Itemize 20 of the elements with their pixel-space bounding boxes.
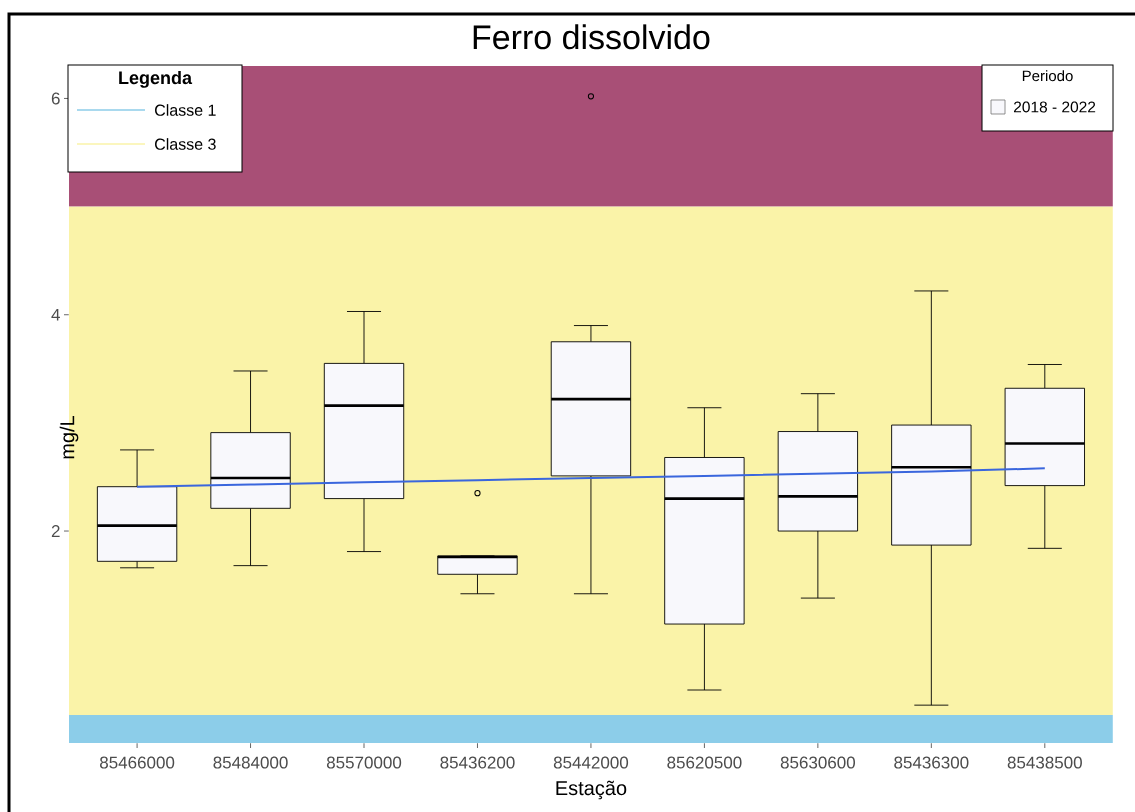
- x-tick-label: 85436300: [894, 756, 969, 769]
- chart-title: Ferro dissolvido: [473, 24, 710, 50]
- legend-label: 2018 - 2022: [1014, 101, 1096, 113]
- y-tick-label: 2: [51, 525, 60, 537]
- x-tick-label: 85570000: [326, 756, 402, 769]
- legend-label: Classe 1: [155, 104, 216, 116]
- x-axis-title: Estação: [556, 780, 627, 800]
- y-axis-title: mg/L: [59, 415, 79, 459]
- x-tick-label: 85484000: [213, 756, 288, 769]
- x-tick-label: 85442000: [553, 756, 629, 769]
- y-tick-label: 4: [51, 308, 60, 321]
- x-tick-label: 85620500: [667, 756, 742, 769]
- x-tick-label: 85436200: [440, 756, 515, 769]
- y-tick-label: 6: [51, 92, 60, 105]
- x-tick-label: 85466000: [100, 756, 175, 769]
- legend-title: Periodo: [1022, 70, 1073, 82]
- x-tick-label: 85630600: [780, 756, 856, 769]
- legend-label: Classe 3: [155, 138, 216, 150]
- x-tick-label: 85438500: [1007, 756, 1082, 769]
- annotation: Legenda: [119, 70, 193, 88]
